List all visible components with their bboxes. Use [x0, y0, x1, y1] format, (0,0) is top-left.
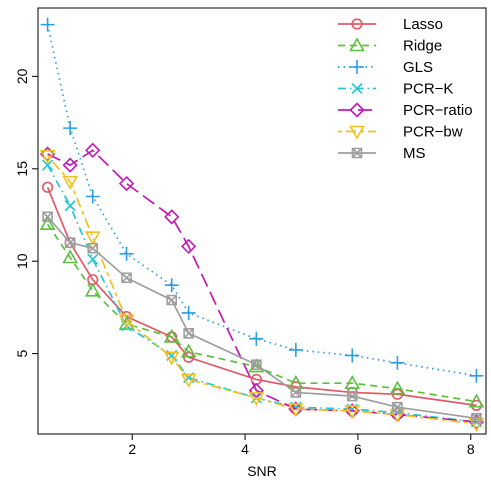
legend-label-ms: MS — [403, 145, 426, 162]
data-point-pcr-bw — [118, 314, 135, 329]
series-line-ms — [46, 216, 477, 420]
legend: Lasso Ridge GLS PCR−K PCR−ratio PCR−bw MS — [338, 16, 473, 162]
y-axis: 5 10 15 20 — [14, 68, 38, 358]
series-ms — [42, 211, 482, 424]
data-point-ms — [166, 294, 178, 306]
plot-frame — [37, 7, 487, 435]
data-point-ridge — [389, 380, 406, 395]
data-point-pcr-bw — [344, 405, 361, 420]
data-point-lasso — [120, 311, 133, 323]
series-pcr-bw — [39, 150, 485, 432]
data-point-ms — [471, 412, 482, 424]
legend-marker-ridge — [349, 37, 365, 52]
data-point-pcr-ratio — [39, 146, 56, 162]
y-tick-label: 10 — [14, 253, 30, 269]
series-lasso — [41, 181, 483, 411]
data-point-pcr-bw — [389, 408, 406, 423]
data-point-ms — [251, 359, 262, 370]
data-point-ridge — [180, 343, 197, 358]
data-point-gls — [345, 348, 360, 363]
data-point-lasso — [41, 181, 54, 193]
legend-label-ridge: Ridge — [403, 38, 442, 55]
series-pcr-k — [42, 159, 482, 428]
x-axis-label: SNR — [247, 463, 277, 479]
legend-marker-pcr-ratio — [349, 102, 365, 118]
legend-marker-gls — [350, 60, 364, 74]
data-point-ridge — [39, 216, 56, 231]
data-point-pcr-bw — [62, 175, 79, 190]
data-point-gls — [469, 368, 484, 383]
data-point-gls — [249, 331, 264, 346]
y-tick-label: 15 — [14, 161, 30, 177]
data-point-pcr-ratio — [164, 209, 180, 225]
series-layer — [39, 17, 485, 432]
series-ridge — [39, 216, 485, 408]
data-point-pcr-ratio — [85, 142, 101, 158]
data-point-pcr-bw — [163, 351, 180, 366]
data-point-ms — [290, 387, 302, 398]
legend-marker-lasso — [351, 18, 363, 30]
data-point-ridge — [163, 328, 180, 343]
data-point-pcr-ratio — [62, 157, 78, 173]
x-axis: 2 4 6 8 — [128, 434, 475, 457]
data-point-pcr-ratio — [118, 175, 135, 192]
data-point-gls — [390, 355, 405, 370]
x-tick-label: 4 — [241, 441, 249, 457]
legend-label-gls: GLS — [403, 59, 433, 76]
data-point-pcr-bw — [248, 392, 265, 407]
data-point-ms — [64, 237, 76, 249]
legend-label-pcr-bw: PCR−bw — [403, 124, 463, 141]
x-tick-label: 8 — [467, 441, 475, 457]
data-point-ridge — [344, 375, 361, 389]
legend-marker-pcr-k — [351, 82, 363, 95]
data-point-pcr-k — [42, 159, 54, 171]
series-line-pcr-k — [46, 164, 477, 423]
series-line-pcr-bw — [46, 155, 477, 425]
legend-label-lasso: Lasso — [403, 16, 443, 33]
series-line-gls — [46, 24, 477, 377]
series-pcr-ratio — [39, 142, 485, 430]
data-point-pcr-k — [87, 253, 99, 265]
data-point-ridge — [62, 249, 79, 264]
data-point-lasso — [470, 399, 483, 411]
legend-label-pcr-ratio: PCR−ratio — [403, 102, 473, 119]
data-point-pcr-bw — [84, 231, 101, 246]
data-point-gls — [288, 342, 303, 357]
data-point-pcr-bw — [180, 373, 197, 388]
x-tick-label: 6 — [354, 441, 362, 457]
x-tick-label: 2 — [128, 441, 136, 457]
data-point-ms — [121, 272, 132, 284]
data-point-pcr-ratio — [181, 238, 197, 255]
data-point-gls — [119, 246, 134, 261]
legend-marker-ms — [351, 147, 363, 159]
y-tick-label: 5 — [14, 350, 30, 358]
data-point-gls — [181, 305, 196, 320]
data-point-gls — [40, 17, 55, 32]
data-point-ms — [42, 211, 53, 223]
series-line-ridge — [46, 223, 477, 403]
legend-label-pcr-k: PCR−K — [403, 81, 453, 98]
data-point-ridge — [248, 358, 265, 373]
data-point-ms — [183, 327, 194, 339]
data-point-pcr-bw — [39, 150, 56, 164]
data-point-ridge — [468, 393, 485, 408]
legend-marker-pcr-bw — [349, 125, 365, 140]
data-point-ms — [87, 242, 99, 254]
data-point-ms — [346, 390, 358, 402]
data-point-pcr-k — [64, 200, 76, 212]
data-point-gls — [63, 121, 78, 136]
data-point-ms — [392, 401, 403, 413]
y-tick-label: 20 — [14, 68, 30, 84]
data-point-gls — [85, 189, 100, 204]
data-point-pcr-bw — [287, 403, 304, 418]
data-point-gls — [164, 278, 179, 293]
data-point-pcr-ratio — [248, 382, 264, 399]
series-gls — [40, 17, 484, 383]
data-point-ridge — [84, 282, 101, 297]
